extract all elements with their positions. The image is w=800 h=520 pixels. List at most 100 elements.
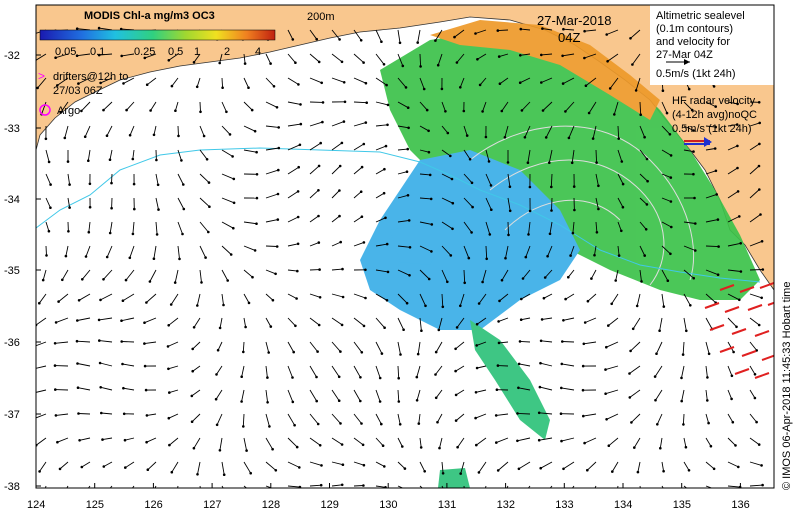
- velocity-arrowhead: [658, 329, 661, 333]
- velocity-arrow: [309, 365, 317, 378]
- velocity-arrowhead: [383, 465, 386, 468]
- velocity-arrowhead: [174, 109, 177, 112]
- velocity-arrow: [727, 485, 741, 488]
- velocity-arrowhead: [131, 157, 135, 161]
- velocity-arrowhead: [419, 446, 423, 449]
- velocity-arrowhead: [430, 223, 434, 226]
- velocity-arrowhead: [571, 231, 575, 235]
- velocity-arrowhead: [587, 111, 591, 115]
- velocity-arrowhead: [569, 254, 572, 257]
- velocity-arrowhead: [567, 136, 571, 140]
- lon-label: 136: [731, 499, 749, 511]
- velocity-arrow: [594, 245, 597, 256]
- lat-label: -33: [4, 123, 20, 135]
- velocity-arrowhead: [32, 368, 35, 371]
- velocity-arrow: [683, 149, 694, 153]
- velocity-arrow: [617, 197, 624, 208]
- velocity-arrow: [482, 101, 487, 112]
- velocity-arrowhead: [294, 324, 297, 328]
- velocity-arrowhead: [295, 297, 298, 300]
- velocity-arrowhead: [227, 496, 230, 499]
- velocity-arrowhead: [253, 493, 256, 496]
- velocity-arrowhead: [438, 446, 441, 450]
- velocity-arrowhead: [661, 89, 665, 92]
- drifter-symbol: >: [38, 69, 45, 83]
- velocity-arrow: [199, 125, 205, 137]
- colorbar-tick-label: 4: [255, 46, 261, 58]
- velocity-arrow: [265, 269, 276, 275]
- velocity-arrowhead: [583, 29, 586, 33]
- velocity-arrowhead: [415, 375, 419, 379]
- velocity-arrow: [482, 269, 487, 283]
- velocity-arrowhead: [757, 164, 761, 168]
- velocity-arrowhead: [68, 206, 71, 209]
- velocity-arrow: [633, 437, 641, 448]
- velocity-arrowhead: [470, 181, 474, 185]
- velocity-arrow: [309, 389, 318, 402]
- velocity-arrowhead: [453, 35, 456, 39]
- velocity-arrow: [661, 125, 671, 135]
- velocity-arrowhead: [275, 245, 279, 248]
- velocity-arrowhead: [620, 229, 623, 233]
- velocity-arrow: [353, 166, 363, 175]
- velocity-arrowhead: [98, 361, 102, 365]
- velocity-arrow: [417, 29, 421, 43]
- velocity-arrowhead: [169, 303, 173, 306]
- velocity-arrowhead: [436, 420, 439, 424]
- velocity-arrowhead: [464, 497, 467, 500]
- velocity-arrow: [397, 365, 400, 379]
- velocity-arrowhead: [467, 256, 471, 260]
- velocity-arrowhead: [459, 304, 462, 308]
- velocity-arrow: [38, 293, 47, 304]
- velocity-arrowhead: [231, 155, 234, 158]
- velocity-arrow: [397, 437, 403, 447]
- velocity-arrowhead: [478, 83, 482, 87]
- velocity-arrow: [705, 219, 718, 223]
- velocity-arrowhead: [654, 398, 657, 402]
- velocity-arrowhead: [537, 411, 541, 415]
- velocity-arrow: [287, 389, 294, 403]
- velocity-arrow: [287, 29, 294, 40]
- velocity-arrow: [459, 77, 465, 88]
- velocity-arrowhead: [340, 141, 344, 145]
- chl-patch-streak: [470, 320, 550, 440]
- velocity-arrowhead: [380, 352, 384, 355]
- velocity-arrowhead: [669, 200, 673, 203]
- velocity-arrowhead: [539, 466, 542, 470]
- velocity-arrow: [84, 125, 91, 137]
- velocity-arrowhead: [521, 495, 524, 498]
- velocity-arrow: [353, 241, 365, 247]
- velocity-arrowhead: [99, 298, 102, 302]
- velocity-arrowhead: [519, 318, 523, 322]
- velocity-arrow: [78, 293, 91, 301]
- velocity-arrowhead: [274, 272, 277, 276]
- velocity-arrowhead: [132, 182, 136, 186]
- velocity-arrow: [287, 293, 297, 299]
- velocity-arrowhead: [680, 399, 683, 403]
- velocity-arrow: [168, 365, 179, 370]
- velocity-arrow: [79, 437, 91, 441]
- velocity-arrow: [353, 293, 366, 299]
- velocity-arrowhead: [362, 142, 366, 146]
- velocity-arrow: [36, 389, 47, 393]
- velocity-arrow: [331, 53, 343, 63]
- velocity-arrow: [595, 221, 598, 233]
- velocity-arrow: [479, 77, 487, 86]
- velocity-arrowhead: [707, 421, 710, 425]
- velocity-arrow: [81, 269, 91, 280]
- velocity-arrowhead: [145, 414, 149, 417]
- velocity-arrowhead: [359, 376, 362, 379]
- velocity-arrow: [727, 242, 741, 247]
- velocity-arrowhead: [298, 485, 302, 488]
- velocity-arrow: [146, 437, 157, 443]
- velocity-arrowhead: [53, 364, 57, 367]
- velocity-arrowhead: [199, 110, 202, 114]
- velocity-arrowhead: [87, 159, 90, 162]
- velocity-arrowhead: [272, 85, 276, 88]
- velocity-arrowhead: [243, 62, 247, 65]
- velocity-arrowhead: [516, 439, 519, 443]
- velocity-arrow: [655, 389, 663, 401]
- credit-text: © IMOS 06-Apr-2018 11:45:33 Hobart time: [781, 282, 793, 490]
- velocity-arrow: [441, 461, 444, 474]
